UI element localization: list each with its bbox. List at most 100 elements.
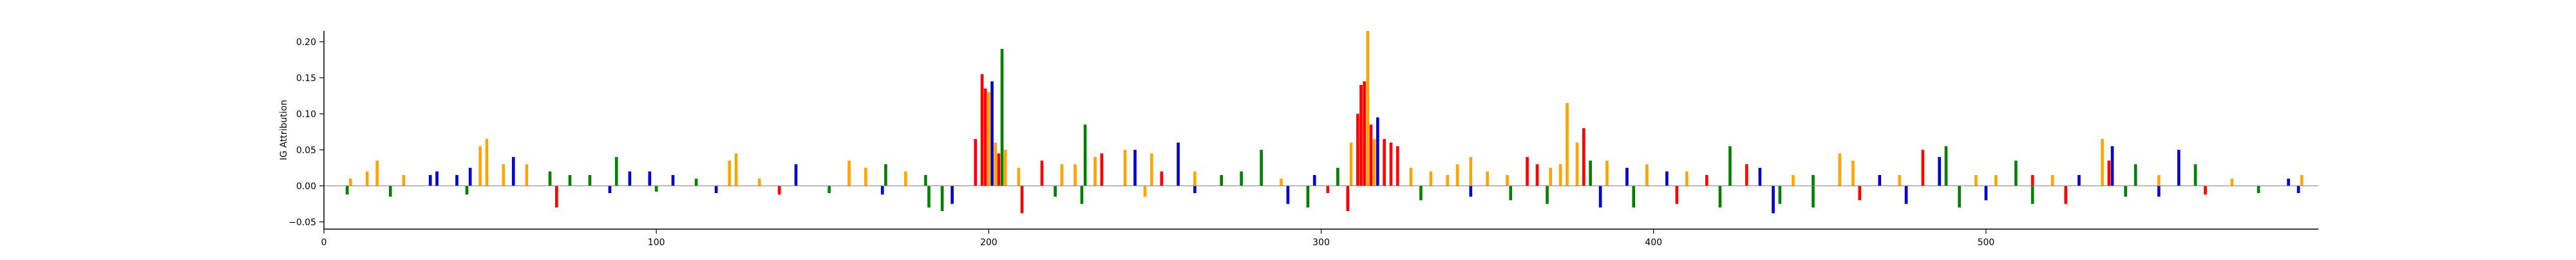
attribution-bar-46 xyxy=(1123,149,1127,186)
attribution-bar-27 xyxy=(884,164,887,186)
attribution-bar-8 xyxy=(478,146,482,186)
x-tick-label-1: 100 xyxy=(648,237,665,248)
attribution-bar-65 xyxy=(1376,117,1379,186)
y-tick-label-0: −0.05 xyxy=(289,218,316,228)
attribution-bar-24 xyxy=(794,164,798,186)
attribution-bar-144 xyxy=(1598,185,1602,208)
attribution-bar-57 xyxy=(1336,167,1340,186)
attribution-bar-154 xyxy=(1984,185,1988,201)
attribution-bar-105 xyxy=(2031,175,2034,186)
attribution-bar-87 xyxy=(1665,171,1669,186)
attribution-bar-15 xyxy=(588,175,592,186)
attribution-bar-153 xyxy=(1958,185,1961,208)
attribution-bar-13 xyxy=(548,171,552,186)
attribution-bar-98 xyxy=(1898,175,1901,186)
attribution-bar-80 xyxy=(1566,103,1569,186)
attribution-bar-126 xyxy=(828,185,831,193)
attribution-bar-75 xyxy=(1506,175,1509,186)
attribution-bar-6 xyxy=(455,175,459,186)
attribution-bar-158 xyxy=(2157,185,2161,197)
attribution-bar-31 xyxy=(980,74,984,186)
attribution-bar-111 xyxy=(2134,164,2137,186)
attribution-bar-90 xyxy=(1728,146,1732,186)
attribution-bar-62 xyxy=(1366,31,1370,186)
attribution-bar-97 xyxy=(1878,175,1881,186)
attribution-bar-106 xyxy=(2050,175,2054,186)
attribution-bar-44 xyxy=(1094,157,1097,186)
attribution-bar-110 xyxy=(2110,146,2114,186)
attribution-bar-91 xyxy=(1745,164,1748,186)
attribution-bar-69 xyxy=(1409,167,1413,186)
attribution-bar-49 xyxy=(1160,171,1164,186)
attribution-bar-55 xyxy=(1280,178,1283,186)
attribution-bar-85 xyxy=(1625,167,1629,186)
attribution-bar-123 xyxy=(654,185,658,192)
attribution-bar-18 xyxy=(648,171,652,186)
attribution-bar-137 xyxy=(1306,185,1310,208)
attribution-bar-3 xyxy=(402,175,406,186)
x-tick-label-5: 500 xyxy=(1977,237,1994,248)
attribution-bar-113 xyxy=(2177,149,2181,186)
attribution-bar-48 xyxy=(1150,153,1153,186)
attribution-bar-42 xyxy=(1074,164,1077,186)
attribution-bar-83 xyxy=(1589,160,1592,186)
attribution-bar-71 xyxy=(1446,175,1449,186)
x-tick-label-4: 400 xyxy=(1645,237,1662,248)
attribution-bar-127 xyxy=(880,185,884,195)
attribution-bar-82 xyxy=(1582,128,1586,186)
attribution-bar-29 xyxy=(923,175,927,186)
attribution-bar-4 xyxy=(428,175,432,186)
attribution-bar-79 xyxy=(1558,164,1562,186)
attribution-bar-47 xyxy=(1133,149,1137,186)
attribution-bar-99 xyxy=(1921,149,1925,186)
attribution-bar-45 xyxy=(1100,153,1104,186)
attribution-bar-74 xyxy=(1486,171,1489,186)
attribution-bar-150 xyxy=(1812,185,1815,208)
attribution-bar-139 xyxy=(1346,185,1350,211)
attribution-bar-56 xyxy=(1312,175,1316,186)
attribution-bar-43 xyxy=(1083,124,1087,186)
attribution-bar-100 xyxy=(1938,157,1941,186)
attribution-bar-121 xyxy=(554,185,558,208)
attribution-bar-28 xyxy=(904,171,907,186)
attribution-bar-5 xyxy=(435,171,439,186)
attribution-bar-68 xyxy=(1396,146,1399,186)
attribution-bar-14 xyxy=(568,175,572,186)
attribution-bar-33 xyxy=(987,92,990,186)
attribution-bar-40 xyxy=(1040,160,1044,186)
attribution-bar-54 xyxy=(1260,149,1263,186)
attribution-bar-2 xyxy=(375,160,379,186)
attribution-bar-109 xyxy=(2107,160,2111,186)
attribution-bar-64 xyxy=(1372,139,1376,186)
attribution-bar-118 xyxy=(345,185,349,195)
attribution-bar-103 xyxy=(1994,175,1998,186)
attribution-bar-152 xyxy=(1904,185,1908,204)
attribution-bar-67 xyxy=(1389,142,1393,186)
attribution-bar-52 xyxy=(1220,175,1223,186)
attribution-bar-132 xyxy=(1054,185,1057,197)
attribution-bar-84 xyxy=(1605,160,1609,186)
attribution-bar-58 xyxy=(1349,142,1353,186)
attribution-bar-7 xyxy=(468,167,472,186)
attribution-bar-96 xyxy=(1852,160,1855,186)
attribution-bar-78 xyxy=(1549,167,1552,186)
attribution-bar-151 xyxy=(1858,185,1862,201)
y-tick-label-3: 0.10 xyxy=(296,109,316,120)
attribution-bar-53 xyxy=(1240,171,1243,186)
attribution-bar-32 xyxy=(983,88,987,186)
attribution-bar-160 xyxy=(2257,185,2260,193)
attribution-bar-130 xyxy=(951,185,954,204)
attribution-bar-92 xyxy=(1758,167,1762,186)
attribution-bar-30 xyxy=(974,139,978,186)
attribution-bar-101 xyxy=(1944,146,1948,186)
attribution-bar-155 xyxy=(2031,185,2034,204)
attribution-bar-19 xyxy=(671,175,675,186)
attribution-bar-156 xyxy=(2064,185,2068,204)
attribution-bar-60 xyxy=(1359,85,1363,186)
attribution-bar-37 xyxy=(1000,49,1004,186)
attribution-bar-93 xyxy=(1792,175,1795,186)
attribution-bar-61 xyxy=(1363,81,1366,186)
attribution-bar-23 xyxy=(757,178,761,186)
attribution-bar-76 xyxy=(1526,157,1529,186)
